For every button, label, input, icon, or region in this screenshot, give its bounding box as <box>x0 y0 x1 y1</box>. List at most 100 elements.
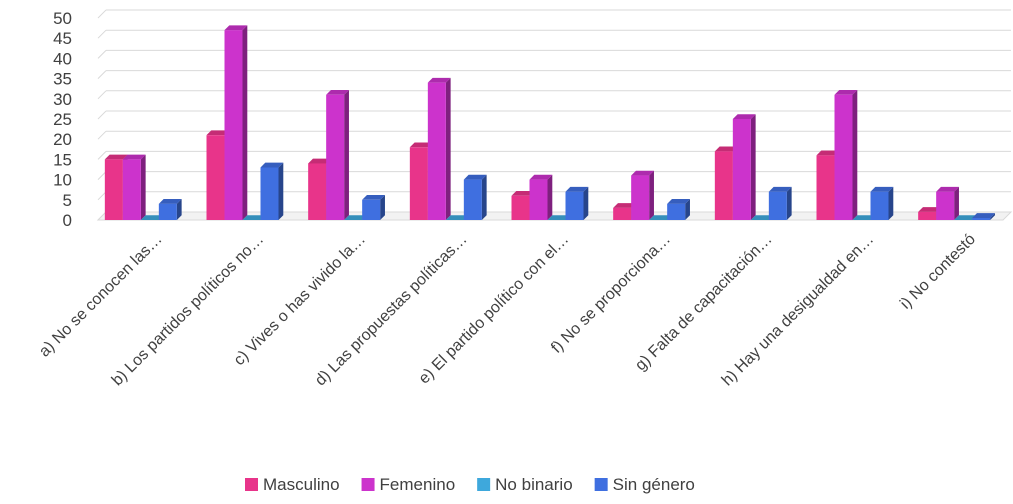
y-tick-label: 15 <box>53 150 72 169</box>
bar <box>529 174 553 220</box>
bar-front <box>104 159 123 220</box>
bar-top <box>224 25 248 31</box>
bar-front <box>565 191 584 220</box>
bar <box>649 215 672 220</box>
bar-front <box>362 199 381 220</box>
bar-top <box>260 162 284 168</box>
bar <box>344 215 367 220</box>
y-tick-label: 40 <box>53 49 72 68</box>
bar-top <box>140 215 164 220</box>
bar <box>732 114 756 220</box>
bar-side <box>750 114 756 220</box>
bar-front <box>122 159 141 220</box>
bar-front <box>667 203 686 220</box>
bar-side <box>445 77 451 220</box>
bar-side <box>685 199 690 220</box>
bar-front <box>714 151 733 220</box>
bar-side <box>278 162 284 220</box>
bar-top <box>732 114 756 119</box>
bar-front <box>463 179 482 220</box>
bar-side <box>649 170 654 220</box>
bar-top <box>362 195 385 200</box>
x-axis: a) No se conocen las…b) Los partidos pol… <box>36 231 979 390</box>
legend-swatch <box>245 478 258 491</box>
gridline-depth <box>97 130 107 140</box>
bar-top <box>308 158 331 164</box>
bar-side <box>852 89 858 221</box>
gridline-depth <box>97 110 107 120</box>
bar <box>140 215 164 220</box>
bar-side <box>583 186 589 220</box>
bar-top <box>834 89 858 95</box>
bars <box>104 25 995 221</box>
bar-front <box>834 94 853 220</box>
y-tick-label: 30 <box>53 90 72 109</box>
bar <box>326 89 349 221</box>
legend-label: Sin género <box>613 475 695 494</box>
bar-front <box>870 191 889 220</box>
bar <box>972 213 995 220</box>
bar-top <box>409 142 433 148</box>
legend-swatch <box>477 478 491 491</box>
bar-top <box>750 215 774 220</box>
bar-side <box>242 25 248 220</box>
bar <box>667 199 690 220</box>
bar-top <box>344 215 367 220</box>
bar-front <box>511 195 530 220</box>
bar-side <box>481 174 487 220</box>
bar <box>445 215 469 220</box>
gridline-depth <box>97 70 107 79</box>
legend-item: Masculino <box>245 475 340 494</box>
bar-front <box>260 167 279 220</box>
bar-front <box>409 147 428 220</box>
y-tick-label: 50 <box>53 9 72 28</box>
bar-front <box>613 207 632 220</box>
bar-top <box>326 89 349 95</box>
bar-top <box>816 150 840 156</box>
bar <box>260 162 284 220</box>
bar-side <box>990 213 995 220</box>
bar-top <box>936 186 959 192</box>
bar <box>427 77 451 220</box>
bar-side <box>547 174 553 220</box>
bar-side <box>176 199 182 220</box>
gridline-depth <box>97 90 107 100</box>
x-tick-label: f) No se proporciona… <box>548 231 674 357</box>
bar-top <box>667 199 690 204</box>
bar <box>122 154 146 220</box>
bar-top <box>870 186 894 192</box>
bar-top <box>972 213 995 218</box>
bar <box>631 170 654 220</box>
bar-top <box>445 215 469 220</box>
bar-side <box>954 186 959 220</box>
bar-front <box>631 175 650 220</box>
bar-top <box>954 215 977 220</box>
bar-side <box>380 195 385 220</box>
bar-top <box>206 130 230 136</box>
bar-top <box>918 207 941 212</box>
legend-item: Femenino <box>361 475 456 494</box>
gridline-depth <box>97 151 107 160</box>
legend-item: Sin género <box>594 475 695 494</box>
bar-front <box>529 179 548 220</box>
legend-label: Femenino <box>380 475 456 494</box>
gridline-depth <box>97 50 107 59</box>
bar <box>954 215 977 220</box>
bar-front <box>918 211 937 220</box>
bar-top <box>104 154 128 160</box>
bar-front <box>427 82 446 220</box>
y-tick-label: 45 <box>53 29 72 48</box>
y-tick-label: 25 <box>53 110 72 129</box>
legend-swatch <box>361 478 375 491</box>
y-tick-label: 0 <box>63 211 72 230</box>
bar <box>158 199 182 220</box>
bar-front <box>326 94 345 220</box>
bar-side <box>344 89 349 221</box>
bar-top <box>714 146 738 152</box>
bar-top <box>649 215 672 220</box>
bar-side <box>786 186 792 220</box>
bar-top <box>158 199 182 204</box>
bar-side <box>140 154 146 220</box>
